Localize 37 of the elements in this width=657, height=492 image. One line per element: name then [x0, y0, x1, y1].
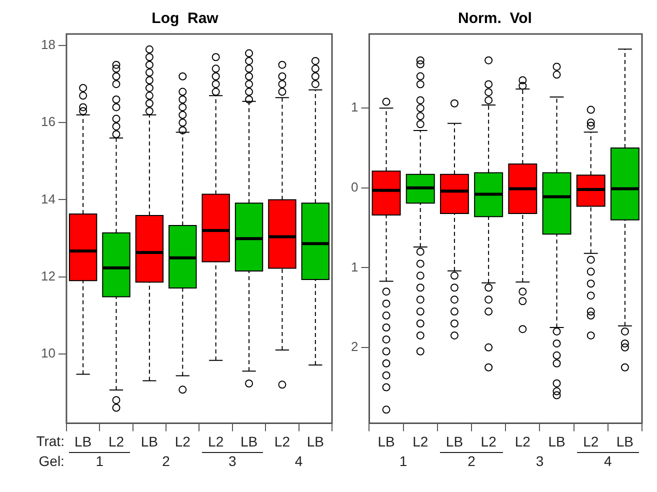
x-tick-label: LB [240, 433, 258, 450]
x-tick-label: LB [306, 433, 324, 450]
y-tick-label: 12 [40, 268, 56, 284]
chart-title: Log Raw [152, 10, 219, 28]
x-tick-label: LB [548, 433, 566, 450]
y-tick-label: 18 [40, 37, 56, 52]
text: 4 [604, 453, 612, 470]
x-tick-label: L2 [514, 433, 531, 450]
x-tick-label: L2 [583, 433, 599, 450]
text: 1 [96, 453, 104, 470]
y-tick-label: 10 [40, 345, 56, 360]
x-tick-label: LB [74, 433, 92, 450]
y-tick-label: 1 [350, 259, 358, 274]
y-tick-label: 1 [350, 100, 358, 115]
text: 3 [228, 453, 237, 470]
y-tick-label: 2 [350, 339, 358, 354]
y-tick-label: 0 [350, 180, 358, 195]
chart-title: Norm. Vol [458, 10, 532, 28]
x-tick-label: LB [446, 433, 464, 450]
text: 1 [399, 453, 408, 470]
text: 3 [536, 453, 544, 470]
x-tick-label: LB [616, 433, 634, 450]
text: Gel: [38, 453, 64, 470]
y-tick-label: 16 [40, 114, 56, 130]
text: 4 [294, 453, 303, 470]
x-tick-label: L2 [108, 433, 124, 450]
x-tick-label: L2 [208, 433, 224, 450]
text: 2 [468, 453, 476, 470]
y-tick-label: 14 [40, 191, 56, 206]
x-tick-label: L2 [480, 433, 497, 450]
x-tick-label: L2 [274, 433, 290, 450]
x-tick-label: LB [378, 433, 395, 450]
x-tick-label: L2 [412, 433, 428, 450]
x-tick-label: LB [140, 433, 158, 450]
text: 2 [162, 453, 170, 470]
text: Trat: [36, 433, 64, 450]
x-tick-label: L2 [174, 433, 191, 450]
